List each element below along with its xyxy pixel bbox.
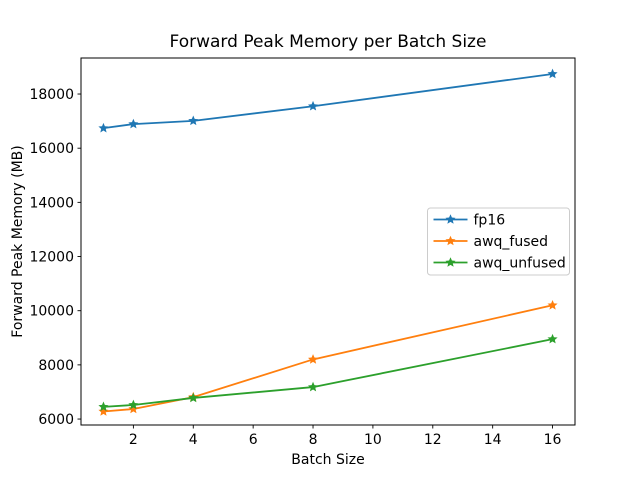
plot-area: 2 4 6 8 10 12 14 16 6000 8000 10000 12000 14000 16000… [29, 57, 576, 448]
legend-box [427, 207, 570, 276]
data-point-awq_unfused [188, 392, 199, 403]
x-tick-label: 14 [484, 432, 502, 448]
x-tick-label: 6 [249, 432, 258, 448]
data-point-awq_unfused [547, 333, 558, 344]
x-tick-label: 12 [424, 432, 442, 448]
data-point-fp16 [128, 118, 139, 129]
y-axis-label: Forward Peak Memory (MB) [10, 145, 26, 337]
data-point-awq_unfused [98, 401, 109, 412]
data-point-awq_fused [307, 354, 319, 364]
y-tick-label: 12000 [29, 250, 74, 266]
legend-label: awq_fused [474, 234, 549, 250]
series-line-awq_unfused [103, 338, 553, 408]
data-point-awq_fused [547, 299, 558, 310]
data-point-awq_unfused [307, 381, 319, 392]
legend-marker-star [445, 214, 456, 224]
data-point-awq_fused [98, 406, 109, 416]
data-point-awq_fused [128, 403, 139, 414]
x-axis-label: Batch Size [291, 452, 364, 468]
legend-marker-star [445, 257, 456, 267]
data-point-fp16 [547, 68, 558, 79]
x-tick-label: 10 [364, 432, 382, 448]
x-tick-label: 16 [544, 432, 562, 448]
legend-label: awq_unfused [474, 256, 566, 272]
series-line-fp16 [103, 73, 553, 130]
y-tick-label: 14000 [29, 195, 74, 211]
y-tick-label: 10000 [29, 304, 74, 320]
axes-spines [80, 57, 576, 426]
y-tick-label: 6000 [38, 412, 74, 428]
y-tick-label: 8000 [38, 358, 74, 374]
x-tick-label: 2 [129, 432, 138, 448]
y-tick-label: 18000 [29, 87, 74, 103]
chart-title: Forward Peak Memory per Batch Size [170, 32, 487, 52]
data-point-awq_unfused [128, 399, 139, 410]
data-point-fp16 [307, 100, 319, 111]
data-point-fp16 [98, 122, 109, 133]
legend-label: fp16 [474, 213, 506, 229]
x-tick-label: 4 [189, 432, 198, 448]
data-point-fp16 [188, 115, 199, 126]
legend-marker-star [445, 235, 456, 246]
series-line-awq_fused [103, 304, 553, 413]
y-tick-label: 16000 [29, 141, 74, 157]
legend: fp16 awq_fused awq_unfused [427, 207, 570, 276]
x-tick-label: 8 [309, 432, 318, 448]
